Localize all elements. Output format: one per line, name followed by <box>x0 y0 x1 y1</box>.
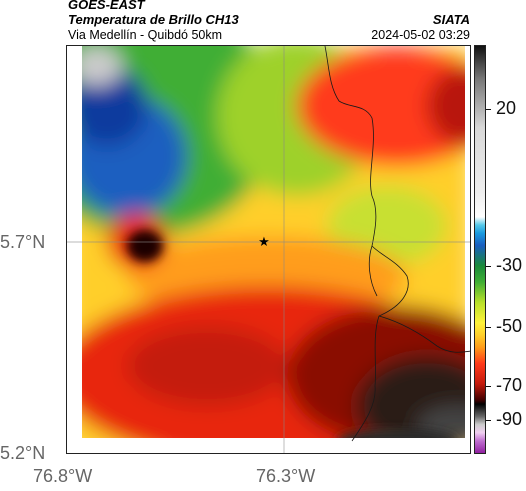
latitude-tick-5.7: 5.7°N <box>0 232 46 252</box>
title-product: Temperatura de Brillo CH13 <box>68 12 239 27</box>
longitude-tick-76.3: 76.3°W <box>256 466 316 486</box>
border-lines <box>324 46 470 442</box>
colorbar <box>474 45 486 454</box>
timestamp: 2024-05-02 03:29 <box>371 28 470 42</box>
colorbar-tick <box>486 386 491 387</box>
satellite-image: ★ <box>67 46 470 453</box>
latitude-tick-5.2: 5.2°N <box>0 443 46 463</box>
colorbar-label-minus30: -30 <box>496 255 523 275</box>
colorbar-tick <box>486 327 491 328</box>
map-panel: ★ <box>66 45 471 454</box>
colorbar-label-minus70: -70 <box>496 375 523 395</box>
colorbar-tick <box>486 420 491 421</box>
star-icon: ★ <box>258 235 270 250</box>
colorbar-label-minus50: -50 <box>496 316 523 336</box>
longitude-tick-76.8: 76.8°W <box>33 466 93 486</box>
title-satellite: GOES-EAST <box>68 0 145 12</box>
organization-label: SIATA <box>432 12 470 27</box>
colorbar-label-20: 20 <box>496 98 517 118</box>
colorbar-tick <box>486 109 491 110</box>
graticule <box>67 46 470 453</box>
colorbar-label-minus90: -90 <box>496 409 523 429</box>
imagery-layer <box>67 46 470 453</box>
colorbar-tick <box>486 266 491 267</box>
subtitle-region: Via Medellín - Quibdó 50km <box>68 28 223 42</box>
